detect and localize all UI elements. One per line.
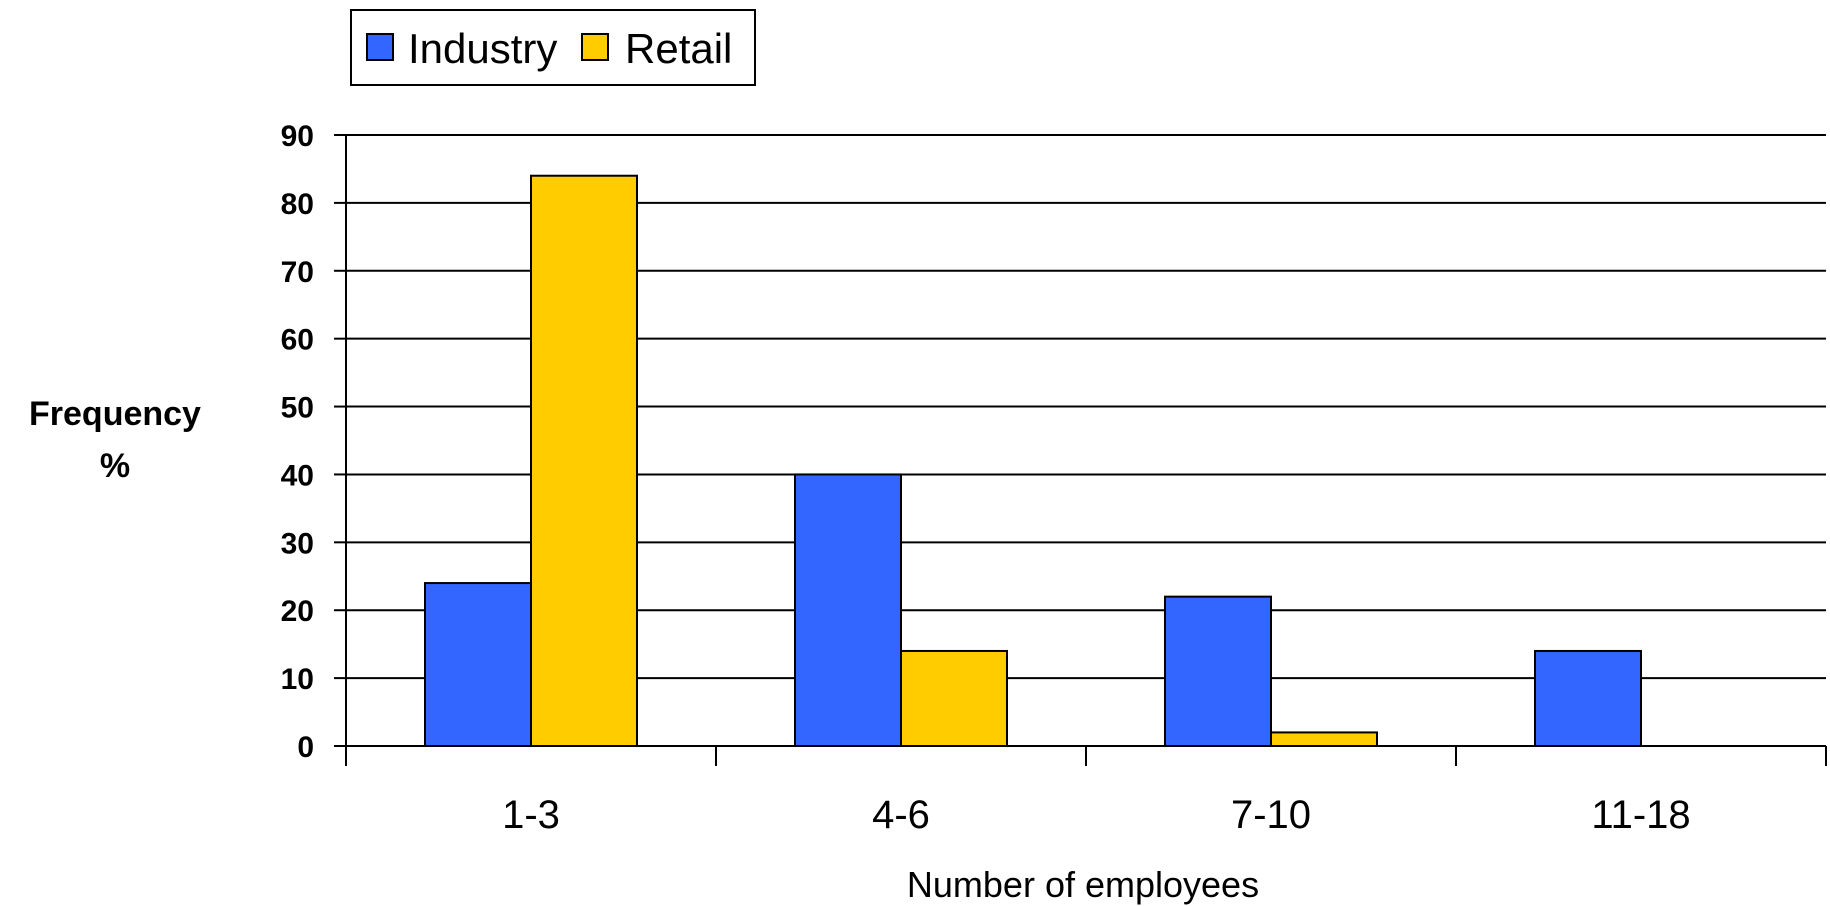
y-tick-label: 80: [281, 188, 314, 221]
bar-industry-4-6: [794, 473, 902, 747]
legend: Industry Retail: [350, 9, 756, 86]
y-tick-label: 20: [281, 595, 314, 628]
x-axis-ticks: 1-3 4-6 7-10 11-18: [345, 746, 1827, 837]
bar-retail-7-10: [1270, 731, 1378, 748]
x-axis-title: Number of employees: [907, 864, 1259, 905]
x-tick-label: 7-10: [1231, 793, 1311, 837]
x-tick-label: 4-6: [872, 793, 930, 837]
legend-label-industry: Industry: [408, 25, 557, 72]
y-tick-label: 70: [281, 256, 314, 289]
y-tick-label: 30: [281, 527, 314, 560]
y-tick-label: 90: [281, 120, 314, 153]
y-tick-label: 50: [281, 392, 314, 425]
y-tick-label: 40: [281, 459, 314, 492]
bar-industry-11-18: [1534, 649, 1642, 748]
bar-retail-4-6: [900, 649, 1008, 748]
bar-industry-1-3: [424, 582, 532, 747]
x-tick-label: 1-3: [502, 793, 560, 837]
y-axis-ticks: 0 10 20 30 40 50 60 70 80 90: [281, 120, 346, 764]
y-tick-label: 60: [281, 324, 314, 357]
legend-box: [350, 9, 756, 86]
y-axis-title-line1: Frequency: [29, 395, 201, 433]
legend-swatch-retail: [581, 33, 609, 61]
bar-industry-7-10: [1164, 595, 1272, 748]
y-axis-title-line2: %: [100, 447, 130, 485]
y-tick-label: 10: [281, 663, 314, 696]
legend-label-retail: Retail: [625, 25, 732, 72]
x-tick-label: 11-18: [1591, 793, 1690, 837]
bars: [424, 174, 1642, 748]
bar-retail-1-3: [530, 174, 638, 747]
legend-swatch-industry: [366, 33, 394, 61]
y-tick-label: 0: [297, 731, 314, 764]
